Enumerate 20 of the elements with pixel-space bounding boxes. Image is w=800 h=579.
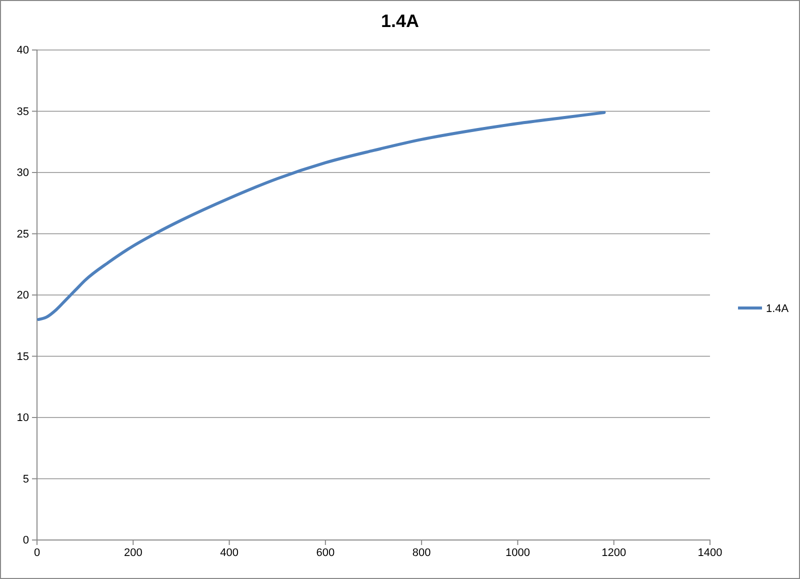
y-tick-label: 5 [22,473,29,486]
y-tick-label: 0 [22,534,29,547]
y-tick-label: 30 [16,167,29,180]
x-tick-label: 1400 [698,546,722,559]
line-series [36,110,606,321]
y-tick-label: 20 [16,290,29,302]
x-tick-label: 600 [316,546,335,559]
y-tick-label: 40 [16,44,29,57]
x-tick-label: 800 [412,546,431,559]
chart-title: 1.4A [380,11,420,31]
y-tick-label: 35 [16,106,29,118]
x-tick-label: 0 [34,546,40,559]
x-tick-label: 400 [220,546,238,559]
y-tick-label: 25 [16,228,29,240]
x-tick-label: 1000 [505,546,530,559]
y-tick-label: 15 [16,350,29,363]
x-tick-label: 1200 [602,546,626,559]
y-tick-label: 10 [16,412,29,424]
legend-label: 1.4A [766,303,790,315]
x-tick-label: 200 [124,546,142,559]
